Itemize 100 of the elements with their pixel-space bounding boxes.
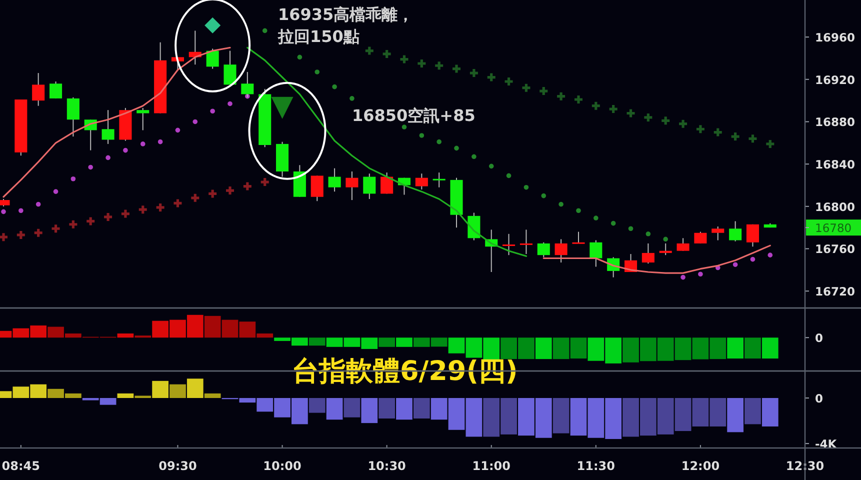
point: [642, 112, 654, 123]
point: [524, 184, 529, 190]
point: [314, 70, 320, 74]
point: [18, 208, 24, 214]
x-tick-label: 11:30: [576, 459, 616, 473]
candlestick: [554, 238, 568, 263]
candlestick: [537, 242, 550, 258]
x-tick-label: 09:30: [158, 459, 197, 473]
point: [488, 164, 494, 169]
bar: [762, 338, 778, 359]
y-tick-label: 16840: [815, 158, 856, 172]
candlestick: [590, 240, 602, 268]
point: [646, 232, 651, 236]
point: [712, 127, 724, 138]
point: [364, 46, 375, 56]
point: [271, 96, 294, 119]
point: [695, 124, 706, 134]
point: [590, 100, 602, 112]
point: [70, 176, 76, 182]
point: [416, 58, 427, 69]
point: [158, 139, 163, 144]
candlestick: [572, 231, 585, 244]
bar: [552, 398, 570, 434]
point: [398, 54, 410, 65]
bar: [308, 338, 326, 346]
bar: [117, 333, 134, 338]
point: [732, 262, 738, 268]
point: [262, 28, 268, 34]
y-tick-label: 16780: [815, 221, 852, 236]
point: [85, 216, 96, 227]
bar: [361, 398, 378, 424]
point: [454, 146, 459, 151]
bar: [308, 398, 326, 413]
point: [332, 84, 337, 90]
bar: [762, 398, 778, 426]
candlestick: [694, 231, 707, 244]
candlestick: [32, 72, 45, 106]
bar: [744, 398, 761, 424]
bar: [326, 398, 343, 420]
point: [594, 216, 598, 220]
point: [155, 202, 166, 213]
point: [204, 17, 221, 34]
point: [576, 208, 581, 214]
point: [242, 180, 253, 192]
point: [680, 274, 686, 280]
point: [764, 138, 776, 150]
y-tick-label: 16800: [815, 200, 856, 214]
point: [88, 164, 93, 170]
candlestick: [363, 173, 376, 200]
point: [468, 68, 480, 78]
candlestick: [66, 96, 80, 138]
bar: [396, 398, 412, 420]
candlestick: [49, 81, 62, 99]
point: [768, 252, 773, 258]
bar: [186, 378, 204, 398]
x-tick-label: 08:45: [2, 459, 40, 473]
point: [608, 104, 619, 114]
x-tick-label: 12:00: [681, 459, 720, 473]
candlestick: [746, 224, 759, 248]
point: [503, 76, 514, 87]
point: [138, 204, 148, 215]
candlestick: [310, 175, 324, 202]
bar: [378, 338, 396, 347]
point: [172, 198, 184, 209]
bar: [535, 338, 552, 360]
candlestick: [642, 242, 654, 264]
y-tick-label: 16880: [815, 115, 856, 130]
x-tick-label: 11:00: [472, 459, 510, 473]
candlestick: [729, 220, 742, 242]
point: [625, 108, 636, 119]
line-series: [246, 46, 528, 257]
point: [260, 176, 270, 188]
point: [520, 82, 532, 94]
point: [192, 119, 198, 124]
y-tick-label: -4K: [815, 437, 838, 452]
point: [16, 230, 26, 240]
point: [382, 48, 392, 60]
point: [102, 212, 114, 222]
candlestick: [659, 242, 672, 256]
point: [207, 188, 218, 199]
candlestick: [328, 168, 341, 192]
point: [747, 133, 758, 144]
bar: [744, 338, 761, 359]
point: [730, 131, 741, 142]
bar: [170, 384, 186, 398]
point: [678, 118, 688, 130]
point: [228, 101, 232, 106]
point: [436, 139, 442, 144]
point: [140, 142, 146, 146]
bar: [727, 398, 744, 432]
point: [106, 155, 110, 160]
bar: [344, 398, 360, 418]
candlestick: [415, 173, 428, 190]
point: [660, 115, 671, 126]
candlestick: [136, 107, 150, 131]
point: [538, 86, 549, 96]
point: [419, 133, 424, 138]
point: [210, 108, 215, 114]
annotation: 拉回150點: [277, 27, 360, 46]
point: [190, 192, 200, 204]
